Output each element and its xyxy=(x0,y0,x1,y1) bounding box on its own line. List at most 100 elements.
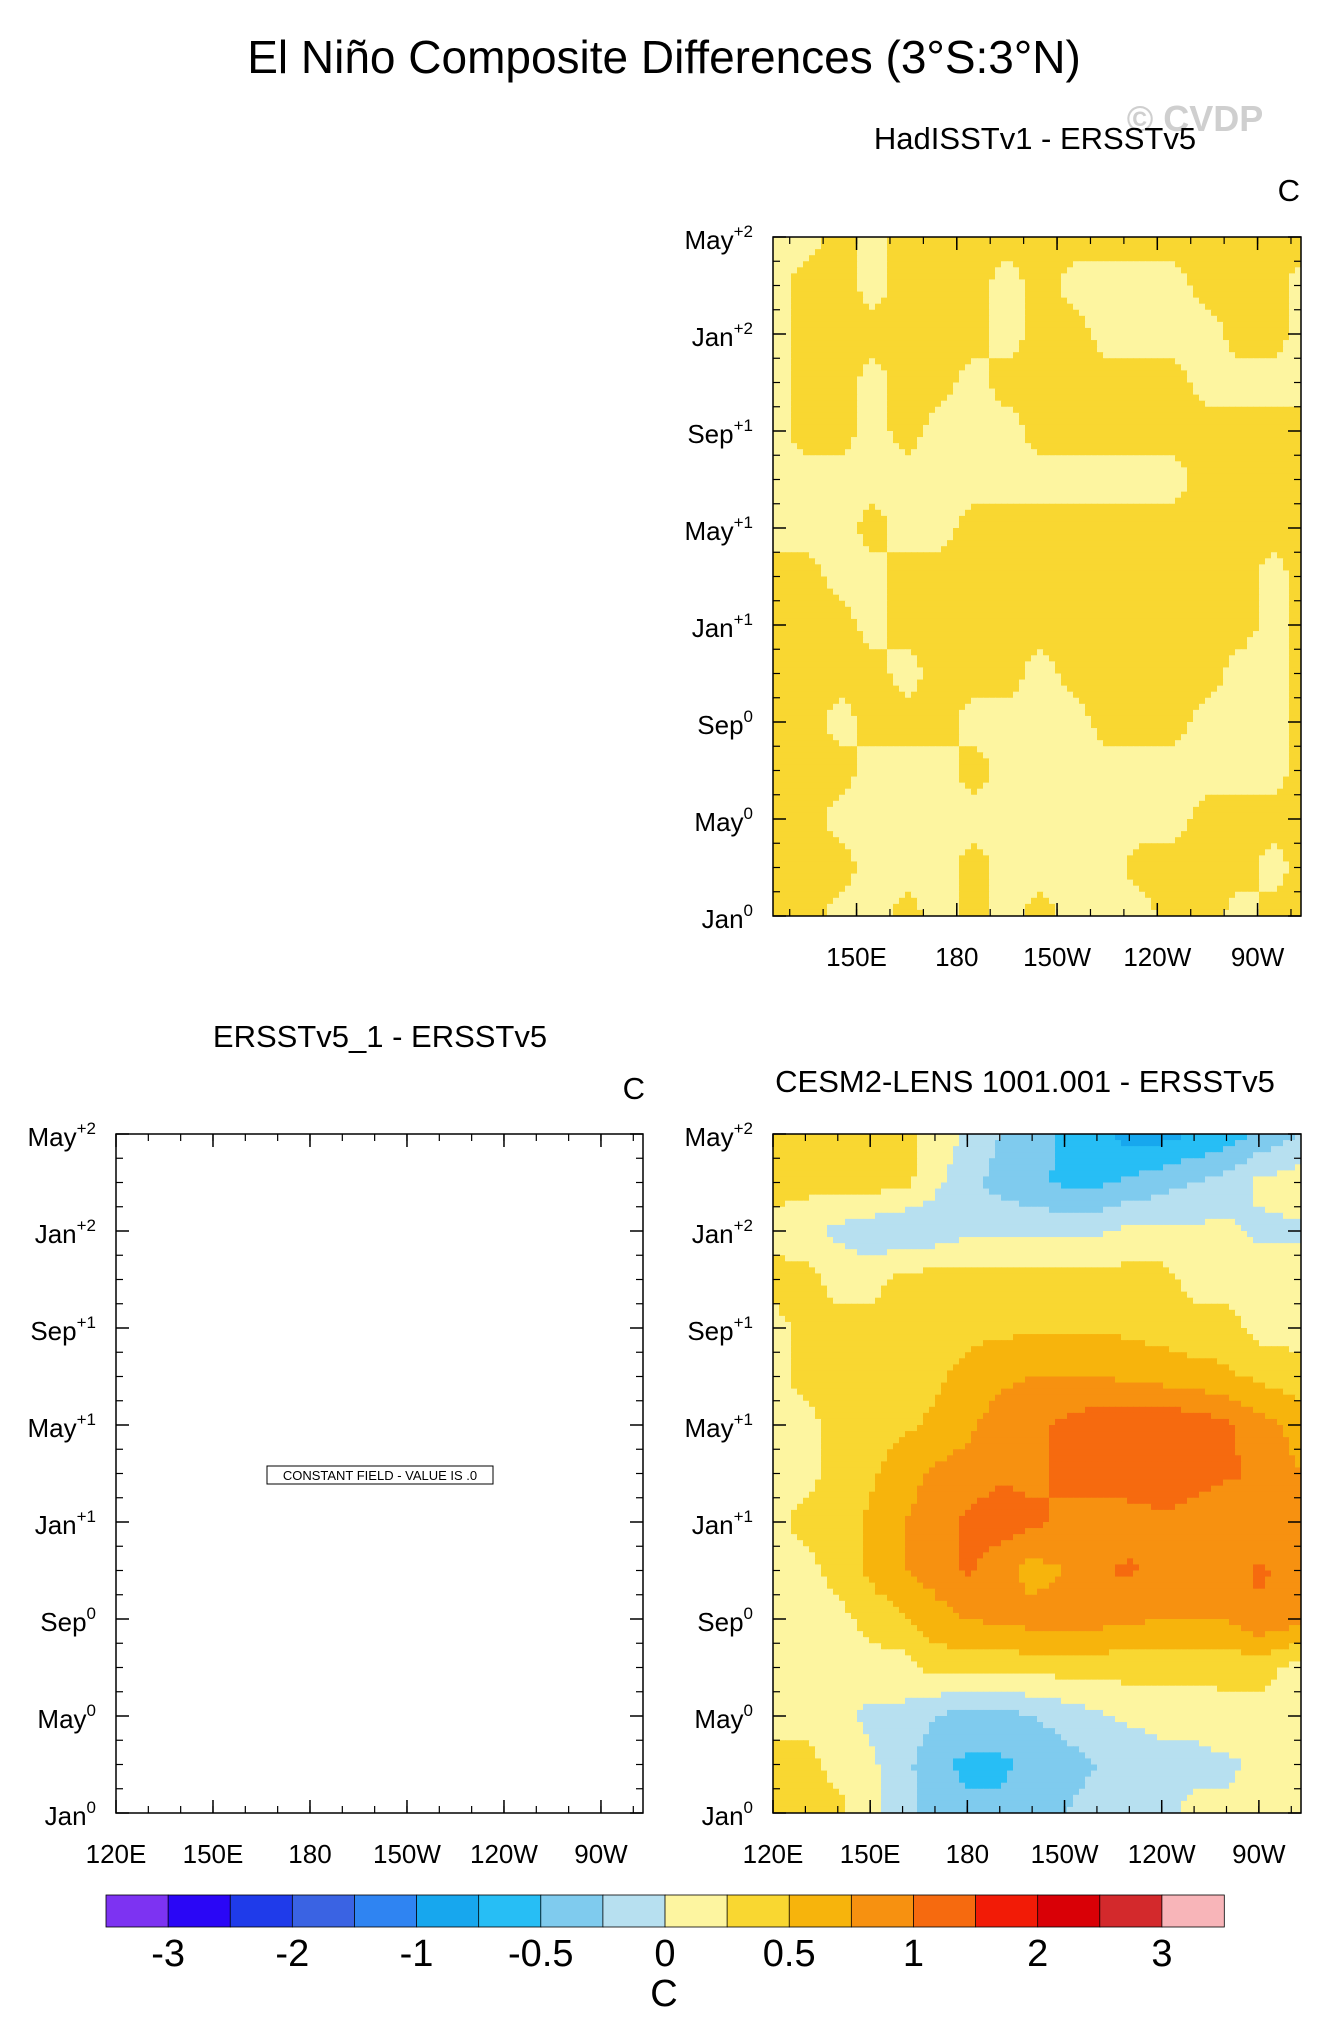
contour-cell xyxy=(1037,467,1044,475)
contour-cell xyxy=(827,467,834,475)
contour-cell xyxy=(959,309,966,317)
contour-cell xyxy=(1031,570,1038,578)
contour-cell xyxy=(1229,364,1236,371)
contour-cell xyxy=(869,479,876,487)
contour-cell xyxy=(1097,564,1104,572)
contour-cell xyxy=(893,267,900,274)
contour-cell xyxy=(995,576,1002,584)
contour-cell xyxy=(1007,400,1014,408)
contour-cell xyxy=(1151,449,1158,456)
contour-cell xyxy=(935,279,942,287)
contour-cell xyxy=(1061,424,1068,432)
contour-cell xyxy=(1193,334,1200,341)
contour-cell xyxy=(839,279,846,287)
contour-cell xyxy=(833,334,840,341)
contour-cell xyxy=(839,564,846,572)
contour-cell xyxy=(1001,576,1008,584)
contour-cell xyxy=(845,497,852,505)
contour-cell xyxy=(1055,370,1062,378)
contour-cell xyxy=(1187,406,1194,414)
contour-cell xyxy=(1067,267,1074,274)
contour-cell xyxy=(995,485,1002,493)
contour-cell xyxy=(1187,424,1194,432)
contour-cell xyxy=(1217,400,1224,408)
contour-cell xyxy=(1127,370,1134,378)
contour-cell xyxy=(1217,321,1224,329)
contour-cell xyxy=(977,424,984,432)
contour-cell xyxy=(1001,376,1008,384)
contour-cell xyxy=(1001,315,1008,323)
contour-cell xyxy=(953,431,960,438)
contour-cell xyxy=(983,364,990,371)
contour-cell xyxy=(1217,346,1224,353)
contour-cell xyxy=(1187,564,1194,572)
contour-cell xyxy=(1115,503,1122,511)
contour-cell xyxy=(1151,327,1158,335)
contour-cell xyxy=(935,485,942,493)
contour-cell xyxy=(1097,558,1104,565)
contour-cell xyxy=(1235,443,1242,450)
contour-cell xyxy=(1049,315,1056,323)
contour-cell xyxy=(1139,394,1146,402)
contour-cell xyxy=(1025,346,1032,353)
contour-cell xyxy=(1043,321,1050,329)
contour-cell xyxy=(1199,534,1206,541)
contour-cell xyxy=(1211,558,1218,565)
contour-cell xyxy=(839,309,846,317)
contour-cell xyxy=(1139,376,1146,384)
contour-cell xyxy=(791,346,798,353)
contour-cell xyxy=(1091,285,1098,293)
contour-cell xyxy=(1133,340,1140,347)
contour-cell xyxy=(1289,552,1296,559)
contour-cell xyxy=(1271,473,1278,481)
contour-cell xyxy=(1007,570,1014,578)
contour-cell xyxy=(821,455,828,462)
contour-cell xyxy=(845,461,852,468)
contour-cell xyxy=(977,485,984,493)
contour-cell xyxy=(1277,528,1284,535)
contour-cell xyxy=(1283,352,1290,359)
contour-cell xyxy=(1289,540,1296,547)
contour-cell xyxy=(1277,503,1284,511)
contour-cell xyxy=(941,485,948,493)
contour-cell xyxy=(1283,376,1290,384)
contour-cell xyxy=(791,309,798,317)
contour-cell xyxy=(935,327,942,335)
contour-cell xyxy=(809,249,816,256)
contour-cell xyxy=(1091,455,1098,462)
contour-cell xyxy=(833,431,840,438)
contour-cell xyxy=(929,424,936,432)
contour-cell xyxy=(797,376,804,384)
contour-cell xyxy=(1007,443,1014,450)
contour-cell xyxy=(833,400,840,408)
contour-cell xyxy=(1097,358,1104,365)
contour-cell xyxy=(941,370,948,378)
contour-cell xyxy=(917,564,924,572)
contour-cell xyxy=(863,352,870,359)
contour-cell xyxy=(1253,352,1260,359)
contour-cell xyxy=(1073,564,1080,572)
contour-cell xyxy=(1277,273,1284,281)
contour-cell xyxy=(971,303,978,311)
contour-cell xyxy=(1289,364,1296,371)
contour-cell xyxy=(1013,455,1020,462)
contour-cell xyxy=(923,473,930,481)
contour-cell xyxy=(779,406,786,414)
contour-cell xyxy=(1007,412,1014,420)
contour-cell xyxy=(1127,540,1134,547)
contour-cell xyxy=(947,382,954,390)
contour-cell xyxy=(1007,534,1014,541)
contour-cell xyxy=(1067,321,1074,329)
contour-cell xyxy=(977,358,984,365)
contour-cell xyxy=(935,437,942,444)
contour-cell xyxy=(1103,321,1110,329)
contour-cell xyxy=(1271,424,1278,432)
contour-cell xyxy=(1103,279,1110,287)
contour-cell xyxy=(1223,431,1230,438)
contour-cell xyxy=(1043,503,1050,511)
contour-cell xyxy=(1271,370,1278,378)
contour-cell xyxy=(1295,552,1301,559)
contour-cell xyxy=(1013,406,1020,414)
contour-cell xyxy=(827,528,834,535)
contour-cell xyxy=(797,418,804,426)
